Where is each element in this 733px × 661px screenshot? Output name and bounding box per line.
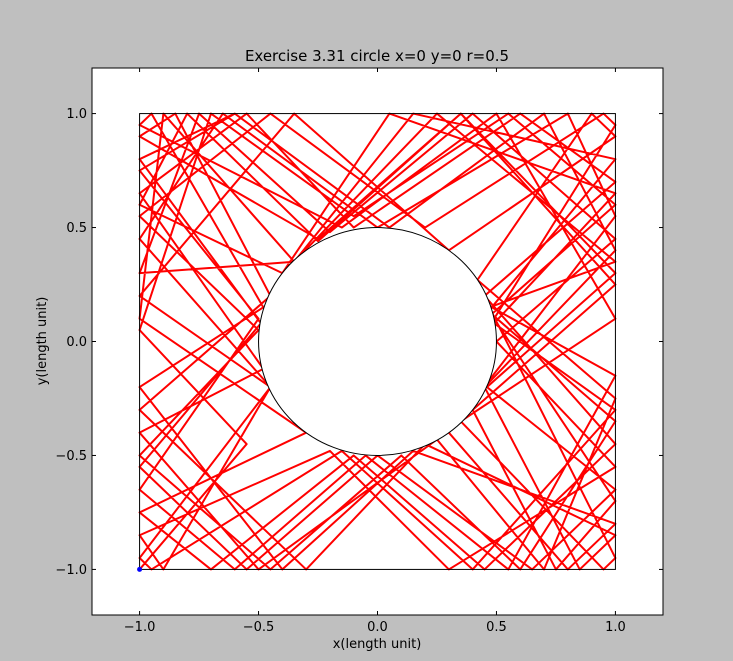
x-tick-label: 0.0 xyxy=(367,620,388,635)
x-axis-label: x(length unit) xyxy=(333,637,422,652)
data-layer xyxy=(137,112,617,572)
trajectory-line xyxy=(138,112,617,571)
x-tick-label: −0.5 xyxy=(243,620,275,635)
x-tick-label: 0.5 xyxy=(486,620,507,635)
circle-obstacle xyxy=(258,227,497,456)
start-point-marker xyxy=(137,566,143,572)
x-tick-label: −1.0 xyxy=(124,620,156,635)
y-tick-label: −1.0 xyxy=(55,563,87,578)
box-boundary xyxy=(139,113,616,570)
chart-title: Exercise 3.31 circle x=0 y=0 r=0.5 xyxy=(245,47,509,65)
x-tick-label: 1.0 xyxy=(605,620,626,635)
y-axis-label: y(length unit) xyxy=(35,297,50,386)
ticks-layer: −1.0 −0.5 0.0 0.5 1.0 −1.0 −0.5 0.0 0.5 1.0 xyxy=(55,68,663,635)
y-tick-label: 1.0 xyxy=(66,107,87,122)
y-tick-label: 0.0 xyxy=(66,335,87,350)
y-tick-label: 0.5 xyxy=(66,221,87,236)
y-tick-label: −0.5 xyxy=(55,449,87,464)
